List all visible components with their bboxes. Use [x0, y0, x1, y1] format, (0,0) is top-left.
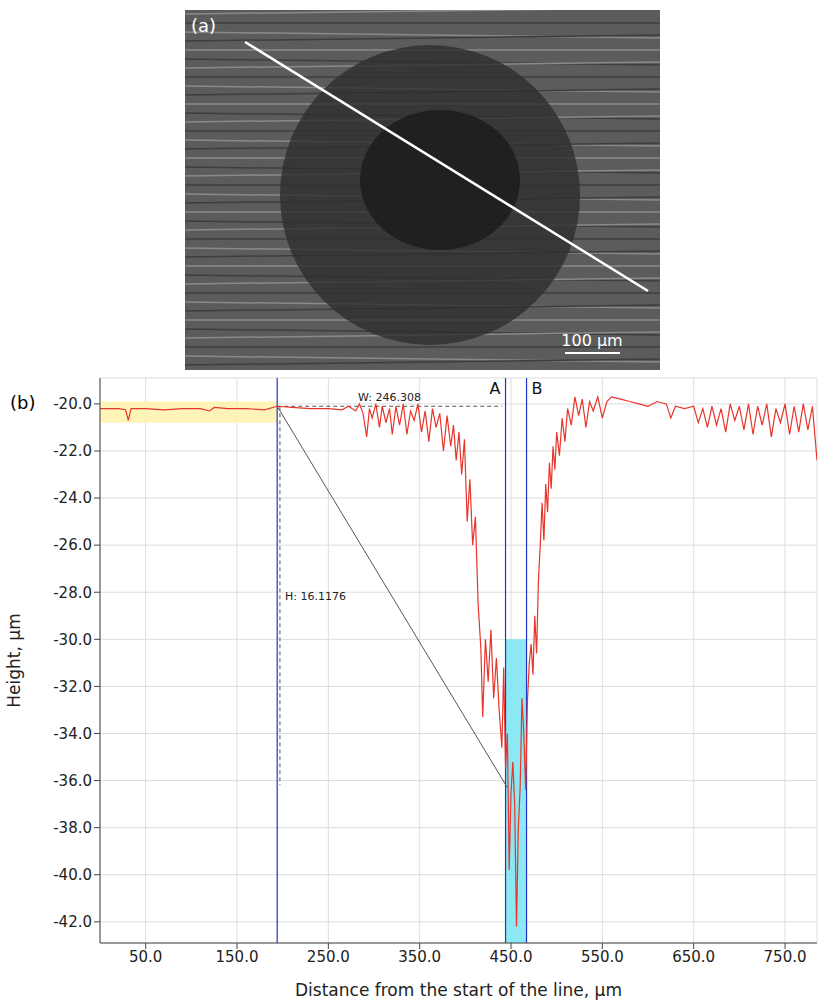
svg-text:(a): (a) [191, 15, 216, 36]
svg-text:-42.0: -42.0 [53, 913, 92, 931]
svg-text:350.0: 350.0 [398, 948, 441, 966]
svg-text:-38.0: -38.0 [53, 819, 92, 837]
svg-text:750.0: 750.0 [764, 948, 807, 966]
svg-text:H: 16.1176: H: 16.1176 [285, 590, 346, 603]
svg-text:150.0: 150.0 [216, 948, 259, 966]
svg-text:Distance from the start of the: Distance from the start of the line, µm [295, 980, 622, 1000]
svg-text:-34.0: -34.0 [53, 725, 92, 743]
svg-text:-28.0: -28.0 [53, 584, 92, 602]
svg-text:B: B [532, 379, 543, 398]
svg-text:100 µm: 100 µm [561, 331, 622, 350]
svg-text:-40.0: -40.0 [53, 866, 92, 884]
svg-text:A: A [490, 379, 501, 398]
svg-text:-36.0: -36.0 [53, 772, 92, 790]
svg-text:-26.0: -26.0 [53, 536, 92, 554]
svg-text:250.0: 250.0 [307, 948, 350, 966]
html-text:(b): (b) [10, 392, 36, 413]
svg-text:50.0: 50.0 [129, 948, 162, 966]
svg-text:-32.0: -32.0 [53, 678, 92, 696]
svg-text:-22.0: -22.0 [53, 442, 92, 460]
svg-text:-24.0: -24.0 [53, 489, 92, 507]
svg-text:450.0: 450.0 [490, 948, 533, 966]
svg-text:650.0: 650.0 [672, 948, 715, 966]
svg-text:Height, µm: Height, µm [4, 613, 24, 707]
svg-text:W: 246.308: W: 246.308 [358, 391, 421, 404]
svg-text:550.0: 550.0 [581, 948, 624, 966]
svg-text:-20.0: -20.0 [53, 395, 92, 413]
svg-text:-30.0: -30.0 [53, 631, 92, 649]
